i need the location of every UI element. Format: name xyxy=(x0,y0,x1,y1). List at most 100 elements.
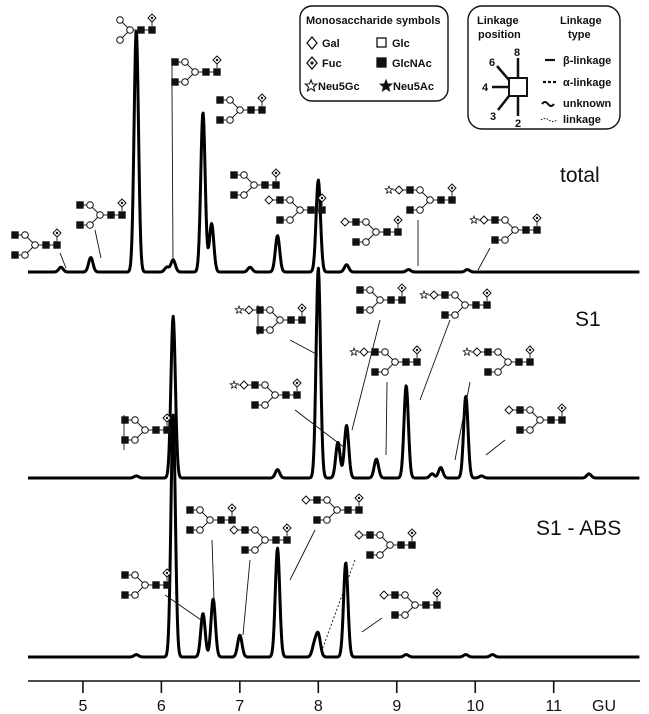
glcnac-square-icon xyxy=(121,436,129,444)
hexose-circle-icon xyxy=(250,181,258,189)
linkage-type-alpha: α-linkage xyxy=(563,77,611,89)
hexose-circle-icon xyxy=(206,516,214,524)
neu5gc-star-icon xyxy=(469,214,479,225)
gal-diamond-icon xyxy=(394,185,404,195)
gal-diamond-icon xyxy=(472,347,482,357)
glycan-bond-line xyxy=(291,201,299,209)
fuc-dot-icon xyxy=(260,96,264,100)
glcnac-square-icon xyxy=(216,116,224,124)
glcnac-square-icon xyxy=(313,516,321,524)
glcnac-square-icon xyxy=(118,211,126,219)
gal-diamond-icon xyxy=(479,215,489,225)
legend-label-neu5ac: Neu5Ac xyxy=(393,81,434,93)
glycan-bond-line xyxy=(266,386,274,394)
fuc-dot-icon xyxy=(435,591,439,595)
monosaccharide-legend-box xyxy=(299,5,449,102)
legend-label-glc: Glc xyxy=(392,38,410,50)
hexose-circle-icon xyxy=(116,36,124,44)
glcnac-square-icon xyxy=(318,206,326,214)
fuc-dot-icon xyxy=(357,496,361,500)
glcnac-square-icon xyxy=(121,591,129,599)
fuc-dot-icon xyxy=(400,286,404,290)
gal-diamond-icon xyxy=(239,380,249,390)
hexose-circle-icon xyxy=(372,228,380,236)
fuc-dot-icon xyxy=(535,216,539,220)
glcnac-square-icon xyxy=(276,216,284,224)
legend-label-fuc: Fuc xyxy=(322,58,342,70)
glcnac-square-icon xyxy=(76,221,84,229)
hexose-circle-icon xyxy=(126,26,134,34)
glcnac-square-icon xyxy=(241,526,249,534)
glcnac-square-icon xyxy=(484,348,492,356)
glycan-bond-line xyxy=(531,421,539,429)
glycan-bond-line xyxy=(271,321,279,329)
glcnac-square-icon xyxy=(202,68,210,76)
glycan-bond-line xyxy=(406,596,414,604)
hexose-circle-icon xyxy=(391,358,399,366)
glcnac-square-icon xyxy=(371,348,379,356)
linkage-type-unknown: unknown xyxy=(563,98,612,110)
x-tick-label-5: 5 xyxy=(78,698,87,714)
glcnac-square-icon xyxy=(272,536,280,544)
glycan-bond-line xyxy=(26,246,34,254)
legend-item-fuc: Fuc xyxy=(306,55,342,71)
trace-s1 xyxy=(27,266,641,480)
filled-star-icon xyxy=(379,78,393,93)
glcnac-square-icon xyxy=(472,301,480,309)
glcnac-square-icon xyxy=(272,181,280,189)
glcnac-square-icon xyxy=(422,601,430,609)
linkage-pos-8: 8 xyxy=(514,47,520,59)
glcnac-square-icon xyxy=(152,426,160,434)
linkage-position-title: Linkage xyxy=(477,15,519,27)
x-tick-label-9: 9 xyxy=(392,698,401,714)
hexose-circle-icon xyxy=(271,391,279,399)
glycan-bond-line xyxy=(385,381,388,456)
glycan-bond-line xyxy=(294,409,346,449)
glcnac-square-icon xyxy=(398,296,406,304)
series-label-total: total xyxy=(560,164,600,187)
glcnac-square-icon xyxy=(283,536,291,544)
open-star-icon xyxy=(303,78,319,93)
glycan-bond-line xyxy=(456,296,464,304)
neu5gc-star-icon xyxy=(462,346,472,357)
glycan-bond-line xyxy=(421,191,429,199)
glcnac-square-icon xyxy=(522,226,530,234)
glycan-bond-line xyxy=(406,606,414,614)
glycan-bond-line xyxy=(499,363,507,371)
dotted-diamond-dot xyxy=(310,61,314,65)
glcnac-square-icon xyxy=(366,531,374,539)
glycan-bond-line xyxy=(328,501,336,509)
glycan-bond-line xyxy=(367,223,375,231)
glcnac-square-icon xyxy=(11,231,19,239)
glycan-bond-line xyxy=(381,536,389,544)
gal-diamond-icon xyxy=(359,347,369,357)
gal-diamond-icon xyxy=(429,290,439,300)
glcnac-square-icon xyxy=(491,236,499,244)
glcnac-square-icon xyxy=(391,611,399,619)
glycan-bond-line xyxy=(201,521,209,529)
legend-item-glcnac: GlcNAc xyxy=(376,57,432,70)
glcnac-square-icon xyxy=(433,601,441,609)
glcnac-square-icon xyxy=(251,381,259,389)
glcnac-square-icon xyxy=(53,241,61,249)
glcnac-square-icon xyxy=(408,541,416,549)
glycan-bond-line xyxy=(421,201,429,209)
fuc-dot-icon xyxy=(215,58,219,62)
linkage-pos-2: 2 xyxy=(515,118,521,130)
glcnac-square-icon xyxy=(356,286,364,294)
glycan-bond-line xyxy=(381,546,389,554)
unknown-linkage-wavy-icon xyxy=(541,101,555,107)
glycan-bond-line xyxy=(121,31,129,39)
glcnac-square-icon xyxy=(251,401,259,409)
glcnac-square-icon xyxy=(121,571,129,579)
glycan-bond-line xyxy=(231,101,239,109)
glcnac-square-icon xyxy=(163,426,171,434)
glycan-bond-line xyxy=(271,311,279,319)
glcnac-square-icon xyxy=(171,78,179,86)
hexose-circle-icon xyxy=(333,506,341,514)
x-tick-label-6: 6 xyxy=(157,698,166,714)
linkage-arm-6 xyxy=(496,65,510,81)
glycan-bond-line xyxy=(245,176,253,184)
fuc-dot-icon xyxy=(55,231,59,235)
